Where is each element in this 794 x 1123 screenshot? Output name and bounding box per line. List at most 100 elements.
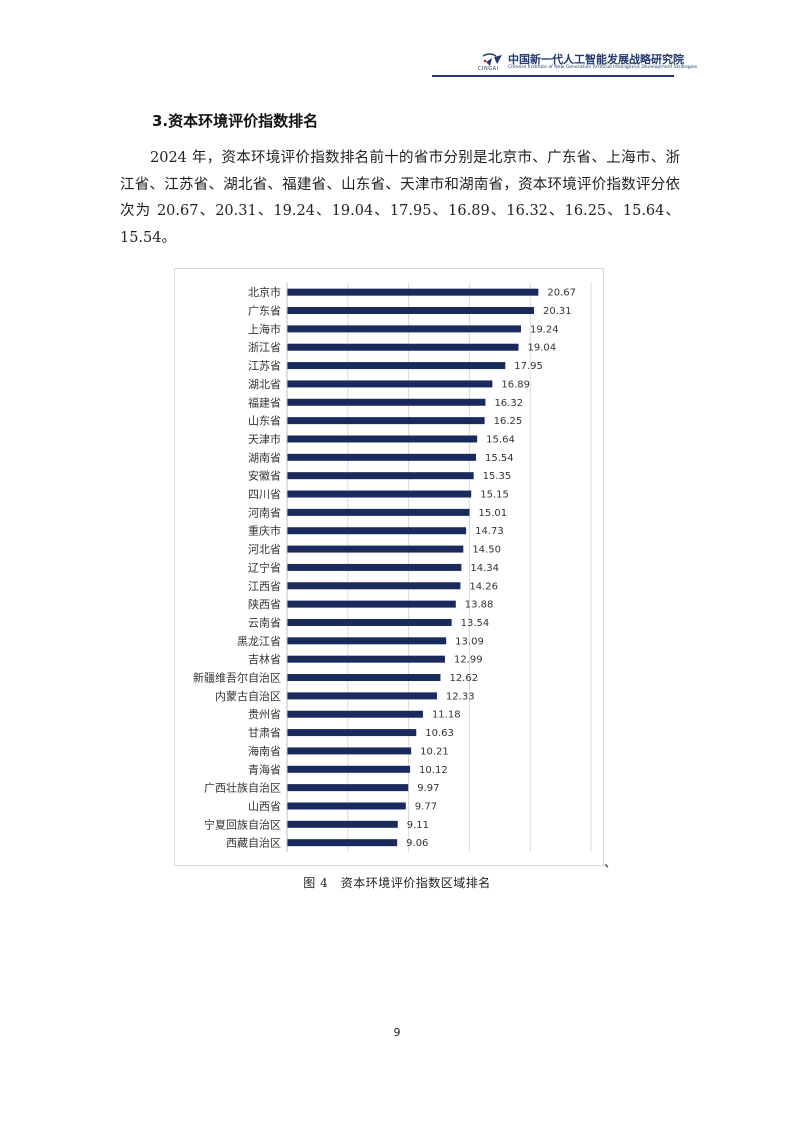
category-label: 广东省 [248,305,281,318]
bar [287,527,467,535]
category-label: 上海市 [248,322,281,336]
data-label: 9.11 [407,820,429,831]
category-label: 天津市 [248,432,281,446]
bar [287,784,409,792]
category-label: 西藏自治区 [226,836,281,850]
category-label: 黑龙江省 [237,635,281,648]
bar [287,618,452,626]
category-label: 重庆市 [248,524,281,538]
category-label: 河南省 [248,506,281,519]
bar [287,417,485,425]
category-label: 湖南省 [248,451,281,464]
category-label: 青海省 [248,762,281,776]
data-label: 10.63 [425,728,454,739]
category-label: 浙江省 [248,341,281,354]
data-label: 15.15 [480,490,509,501]
institute-name-cn: 中国新一代人工智能发展战略研究院 [508,53,684,66]
data-label: 15.64 [486,434,515,445]
data-label: 12.62 [449,673,478,684]
bar-chart: 北京市 20.67 广东省 20.31 上海市 19.24 浙江省 19.04 江苏省 17.95… [174,268,604,866]
bar [287,802,406,810]
bar [287,380,493,388]
category-label: 吉林省 [248,652,281,666]
bar [287,655,445,663]
bar [287,710,423,718]
bar [287,288,539,296]
category-label: 陕西省 [248,597,281,611]
bar [287,325,521,333]
data-label: 9.97 [417,783,439,794]
bar [287,307,534,315]
data-label: 15.35 [483,471,512,482]
header-rule [432,75,674,77]
stray-punctuation: 、 [604,856,618,871]
bar [287,582,461,590]
category-label: 江苏省 [248,360,281,373]
bar [287,472,474,480]
data-label: 14.73 [475,526,504,537]
category-label: 北京市 [248,285,281,299]
bar [287,362,506,370]
bar [287,839,398,847]
data-label: 13.88 [465,600,494,611]
body-paragraph: 2024 年，资本环境评价指数排名前十的省市分别是北京市、广东省、上海市、浙江省… [120,150,680,246]
data-label: 10.21 [420,746,449,757]
data-label: 13.09 [455,636,484,647]
bar [287,674,441,682]
institute-logo-icon [482,53,502,66]
data-label: 13.54 [461,618,490,629]
category-label: 山东省 [248,415,281,428]
data-label: 19.24 [530,324,559,335]
data-label: 20.67 [547,288,576,299]
figure-caption: 图 4 资本环境评价指数区域排名 [303,876,491,890]
page-header: CINGAI 中国新一代人工智能发展战略研究院 Chinese Institut… [432,46,697,80]
logo-text: CINGAI [478,66,499,72]
category-label: 四川省 [248,488,281,501]
category-label: 福建省 [248,395,281,409]
category-label: 山西省 [248,800,281,813]
bar [287,637,447,645]
bar [287,490,472,498]
data-label: 15.54 [485,453,514,464]
category-label: 江西省 [248,580,281,593]
institute-name-en: Chinese Institute of New Generation Arti… [508,65,698,70]
bar [287,820,398,828]
category-label: 河北省 [248,543,281,556]
category-label: 安徽省 [248,469,281,483]
data-label: 11.18 [432,710,461,721]
bar [287,435,478,443]
category-label: 湖北省 [248,378,281,391]
category-label: 内蒙古自治区 [215,689,281,703]
category-label: 新疆维吾尔自治区 [193,671,281,685]
category-label: 甘肃省 [248,727,281,740]
bar [287,453,476,461]
category-label: 贵州省 [248,708,281,721]
bar [287,747,412,755]
data-label: 16.89 [501,379,530,390]
bar [287,398,486,406]
data-label: 16.32 [494,398,523,409]
bar [287,729,417,737]
data-label: 12.99 [454,655,483,666]
bar [287,765,411,773]
data-label: 9.77 [415,801,437,812]
page-number: 9 [393,1026,401,1039]
category-label: 宁夏回族自治区 [204,817,281,831]
bar [287,563,462,571]
section-heading: 3.资本环境评价指数排名 [152,112,319,130]
category-label: 云南省 [248,616,281,629]
data-label: 9.06 [406,838,428,849]
data-label: 19.04 [528,343,557,354]
bar [287,343,519,351]
data-label: 14.50 [472,545,501,556]
bar [287,545,464,553]
bar-chart-canvas: 北京市 20.67 广东省 20.31 上海市 19.24 浙江省 19.04 江苏省 17.95… [193,283,592,852]
data-label: 10.12 [419,765,448,776]
category-label: 辽宁省 [248,560,281,574]
data-label: 20.31 [543,306,572,317]
category-label: 海南省 [248,744,281,758]
category-label: 广西壮族自治区 [204,781,281,795]
bar [287,508,470,516]
data-label: 17.95 [514,361,543,372]
bar [287,600,456,608]
